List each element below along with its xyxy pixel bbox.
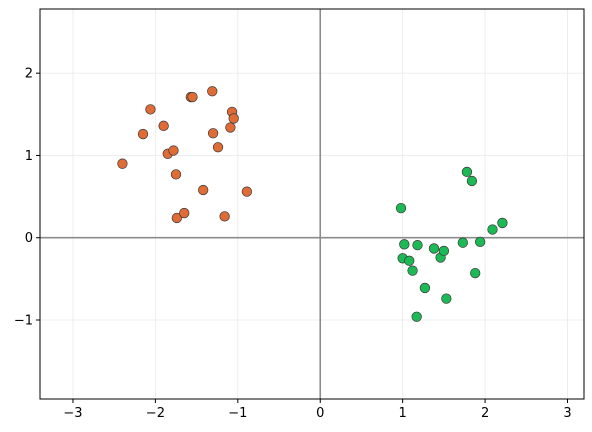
x-tick-label: 2 (481, 406, 489, 421)
data-point-series-1 (137, 128, 149, 140)
grid (40, 9, 584, 399)
data-point-series-1 (170, 169, 182, 180)
x-tick-label: 0 (316, 406, 324, 421)
data-point-series-2 (457, 237, 468, 248)
data-point-series-1 (207, 128, 219, 139)
x-tick-label: 1 (399, 406, 407, 421)
x-tick-label: 3 (563, 406, 571, 421)
y-tick-label: −1 (14, 314, 33, 329)
data-point-series-1 (171, 212, 182, 224)
data-point-series-2 (407, 265, 418, 276)
x-tick-label: −3 (63, 406, 82, 421)
data-point-series-1 (225, 122, 236, 133)
data-point-series-2 (497, 217, 508, 229)
data-point-series-1 (212, 142, 224, 153)
data-point-series-1 (241, 186, 253, 197)
data-point-series-2 (419, 282, 431, 294)
data-point-series-1 (168, 145, 179, 156)
data-point-series-2 (438, 245, 450, 257)
data-point-series-1 (207, 86, 218, 97)
data-point-series-2 (411, 311, 422, 322)
x-tick-label: −1 (228, 406, 247, 421)
data-point-series-1 (158, 120, 169, 131)
data-point-series-1 (198, 184, 209, 196)
data-point-series-2 (474, 236, 486, 247)
data-point-series-1 (228, 113, 239, 124)
data-point-series-2 (404, 255, 415, 266)
data-point-series-1 (117, 158, 128, 169)
zero-lines (40, 9, 584, 399)
data-point-series-1 (187, 91, 198, 103)
y-tick-label: 2 (25, 67, 33, 82)
data-point-series-2 (412, 239, 423, 251)
y-tick-label: 0 (25, 231, 33, 246)
y-tick-label: 1 (25, 149, 33, 164)
data-point-series-1 (219, 211, 230, 222)
data-point-series-2 (466, 175, 478, 187)
data-point-series-1 (145, 104, 156, 115)
data-point-series-2 (470, 267, 481, 279)
x-tick-label: −2 (146, 406, 165, 421)
plot-frame (39, 8, 585, 400)
data-point-series-2 (399, 239, 410, 250)
data-point-series-2 (461, 166, 473, 178)
ticks: −3 −2 −1 0 1 2 3 −1 0 1 2 (14, 67, 572, 421)
data-point-series-1 (179, 207, 190, 219)
data-point-series-2 (428, 243, 440, 254)
data-point-series-2 (441, 293, 452, 304)
data-points (117, 86, 508, 322)
data-point-series-2 (487, 224, 498, 235)
data-point-series-2 (395, 202, 407, 214)
